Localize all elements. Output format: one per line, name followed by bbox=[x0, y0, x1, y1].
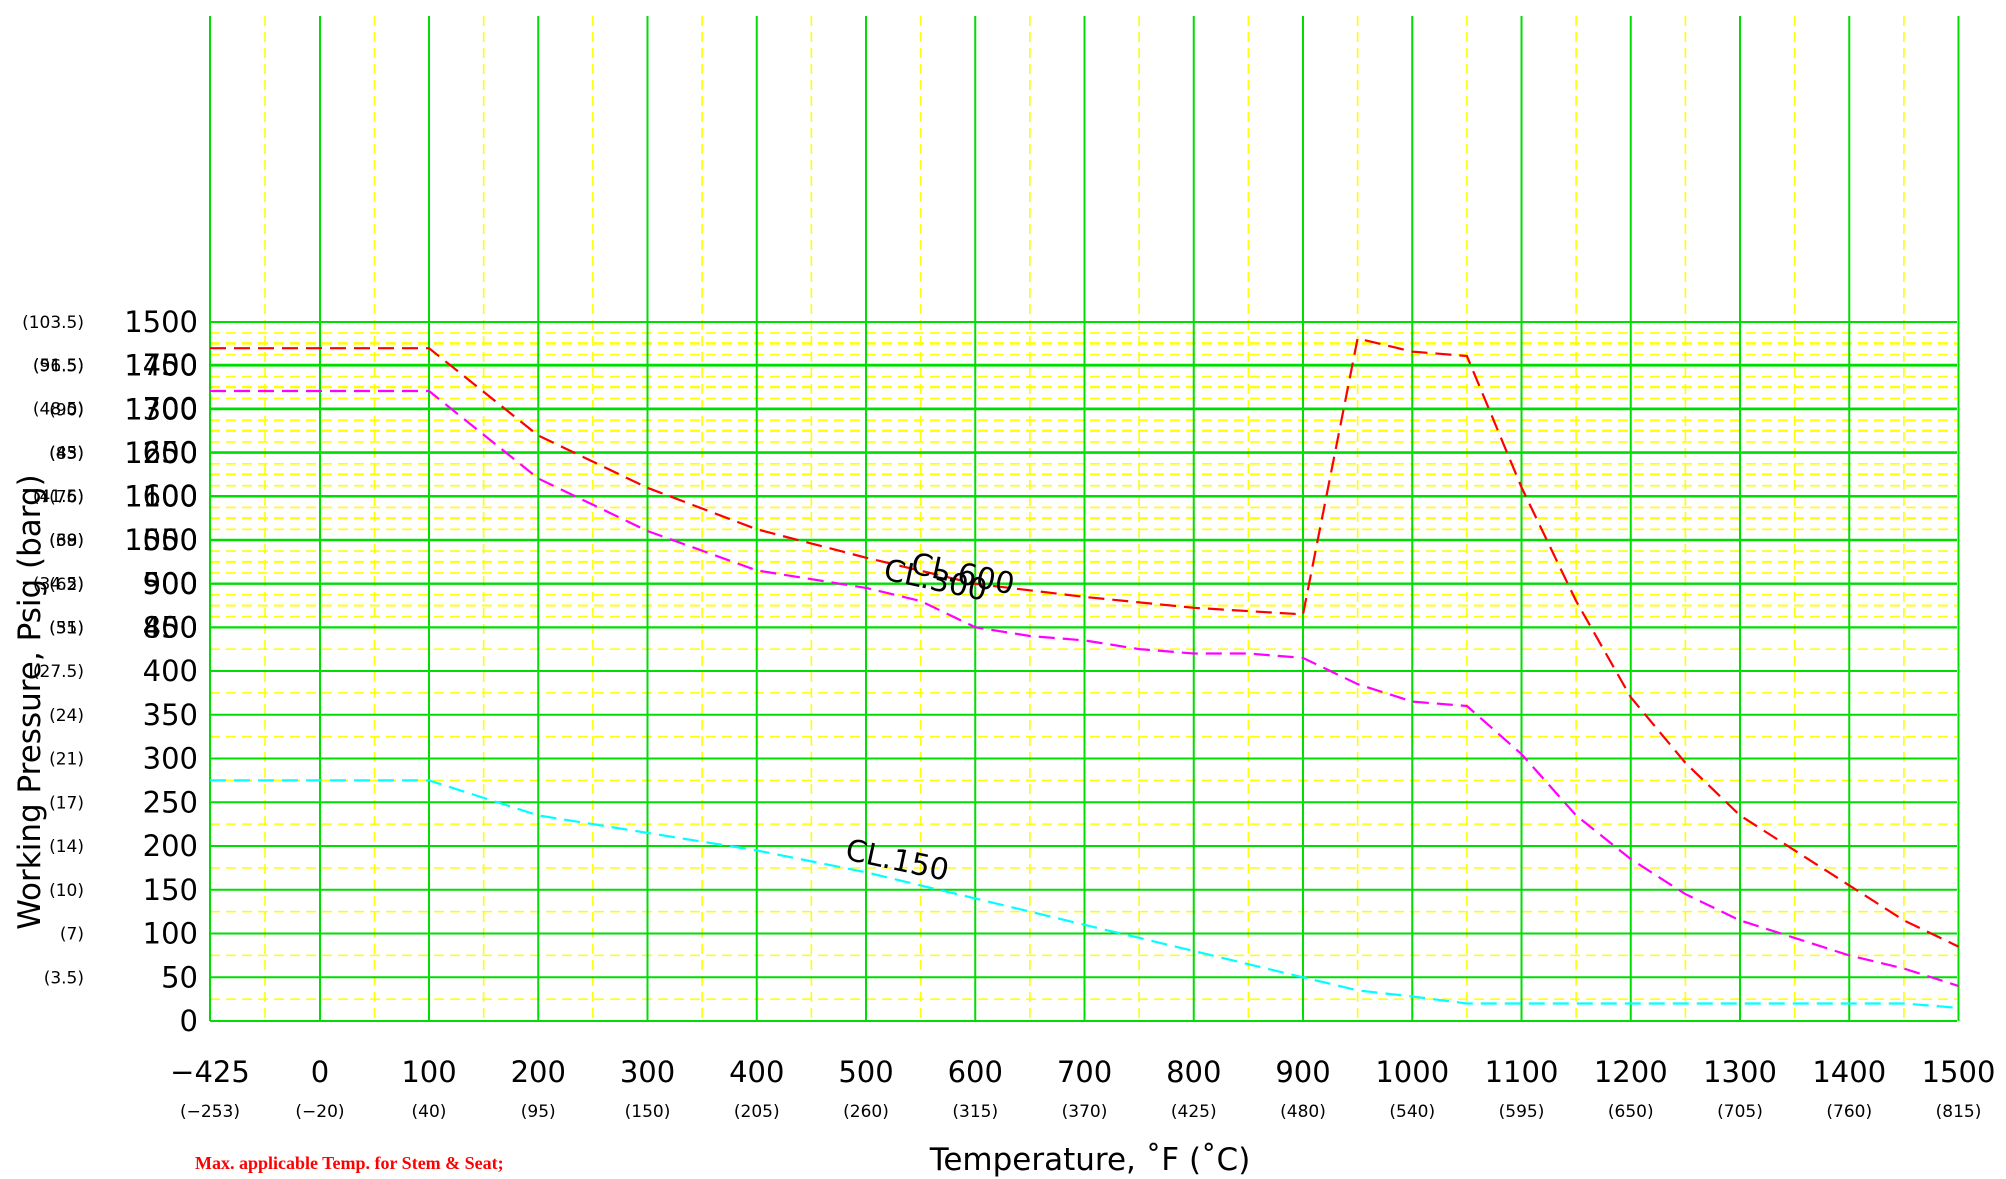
y-tick-label: 50 bbox=[161, 960, 198, 994]
x-tick-label: 1300 bbox=[1703, 1055, 1777, 1089]
x-tick-label: 200 bbox=[511, 1055, 566, 1089]
x-tick-sublabel: (−20) bbox=[295, 1102, 344, 1122]
x-tick-label: 1200 bbox=[1594, 1055, 1668, 1089]
y-tick-sublabel: (55) bbox=[49, 618, 84, 638]
series-lines bbox=[210, 337, 1959, 1009]
cl-150-line bbox=[210, 779, 1959, 1009]
y-tick-label: 1000 bbox=[124, 523, 198, 557]
y-tick-label: 250 bbox=[143, 785, 198, 819]
x-tick-sublabel: (815) bbox=[1936, 1102, 1982, 1122]
x-tick-label: 500 bbox=[838, 1055, 893, 1089]
y-tick-sublabel: (27.5) bbox=[33, 662, 84, 682]
y-tick-sublabel: (51.5) bbox=[33, 356, 84, 376]
x-tick-sublabel: (95) bbox=[521, 1102, 556, 1122]
y-tick-label: 300 bbox=[143, 742, 198, 776]
cl-300-line bbox=[210, 389, 1959, 988]
y-tick-label: 700 bbox=[143, 392, 198, 426]
x-tick-label: 800 bbox=[1166, 1055, 1221, 1089]
y-tick-label: 200 bbox=[143, 829, 198, 863]
y-tick-label: 750 bbox=[143, 348, 198, 382]
x-tick-sublabel: (760) bbox=[1826, 1102, 1872, 1122]
x-axis-title: Temperature, ˚F (˚C) bbox=[929, 1142, 1251, 1178]
y-tick-sublabel: (103.5) bbox=[22, 313, 84, 333]
x-tick-label: 900 bbox=[1275, 1055, 1330, 1089]
y-tick-label: 1400 bbox=[124, 349, 198, 383]
x-tick-sublabel: (650) bbox=[1608, 1102, 1654, 1122]
y-tick-sublabel: (41.5) bbox=[33, 487, 84, 507]
x-tick-label: −425 bbox=[170, 1055, 250, 1089]
x-tick-sublabel: (540) bbox=[1389, 1102, 1435, 1122]
x-tick-sublabel: (40) bbox=[412, 1102, 447, 1122]
y-tick-sublabel: (76) bbox=[49, 488, 84, 508]
cl-600-line bbox=[210, 337, 1959, 948]
x-tick-label: 1400 bbox=[1812, 1055, 1886, 1089]
y-tick-sublabel: (62) bbox=[49, 575, 84, 595]
x-tick-label: 700 bbox=[1057, 1055, 1112, 1089]
x-tick-label: 1100 bbox=[1485, 1055, 1559, 1089]
y-tick-label: 150 bbox=[143, 873, 198, 907]
x-tick-label: 0 bbox=[311, 1055, 329, 1089]
y-tick-label: 1500 bbox=[124, 305, 198, 339]
y-tick-sublabel: (38) bbox=[49, 531, 84, 551]
x-axis-ticks: −425 (−253) 0 (−20) 100 (40) 200 (95) 300 (150) 40… bbox=[170, 1055, 1995, 1122]
y-tick-sublabel: (3.5) bbox=[44, 968, 84, 988]
x-tick-sublabel: (595) bbox=[1499, 1102, 1545, 1122]
y-tick-sublabel: (10) bbox=[49, 881, 84, 901]
x-tick-sublabel: (260) bbox=[843, 1102, 889, 1122]
y-tick-label: 550 bbox=[143, 523, 198, 557]
y-tick-sublabel: (14) bbox=[49, 837, 84, 857]
major-grid bbox=[209, 16, 1960, 1022]
y-tick-sublabel: (83) bbox=[49, 444, 84, 464]
x-tick-sublabel: (205) bbox=[734, 1102, 780, 1122]
y-tick-label: 650 bbox=[143, 435, 198, 469]
x-tick-label: 300 bbox=[620, 1055, 675, 1089]
y-tick-sublabel: (34.5) bbox=[33, 575, 84, 595]
x-tick-sublabel: (−253) bbox=[180, 1102, 240, 1122]
x-tick-label: 400 bbox=[729, 1055, 784, 1089]
y-tick-sublabel: (7) bbox=[60, 925, 84, 945]
y-tick-sublabel: (90) bbox=[49, 400, 84, 420]
y-tick-sublabel: (45) bbox=[49, 443, 84, 463]
x-tick-label: 600 bbox=[948, 1055, 1003, 1089]
y-tick-sublabel: (21) bbox=[49, 750, 84, 770]
y-tick-label: 1300 bbox=[124, 392, 198, 426]
y-tick-sublabel: (48.5) bbox=[33, 400, 84, 420]
y-tick-label: 0 bbox=[180, 1004, 198, 1038]
x-tick-sublabel: (705) bbox=[1717, 1102, 1763, 1122]
y-tick-label: 450 bbox=[143, 610, 198, 644]
y-tick-sublabel: (24) bbox=[49, 706, 84, 726]
y-tick-label: 400 bbox=[143, 654, 198, 688]
y-tick-sublabel: (69) bbox=[49, 531, 84, 551]
y-tick-label: 900 bbox=[143, 567, 198, 601]
x-tick-sublabel: (425) bbox=[1171, 1102, 1217, 1122]
x-tick-label: 1500 bbox=[1922, 1055, 1996, 1089]
y-tick-sublabel: (31) bbox=[49, 618, 84, 638]
x-tick-sublabel: (370) bbox=[1062, 1102, 1108, 1122]
x-tick-sublabel: (315) bbox=[952, 1102, 998, 1122]
y-axis-title: Working Pressure, Psig (barg) bbox=[12, 474, 48, 930]
y-tick-sublabel: (17) bbox=[49, 793, 84, 813]
x-tick-label: 1000 bbox=[1375, 1055, 1449, 1089]
y-tick-label: 600 bbox=[143, 479, 198, 513]
y-tick-label: 800 bbox=[143, 610, 198, 644]
y-tick-label: 350 bbox=[143, 698, 198, 732]
x-tick-sublabel: (150) bbox=[625, 1102, 671, 1122]
y-tick-label: 500 bbox=[143, 567, 198, 601]
y-tick-label: 1100 bbox=[124, 480, 198, 514]
y-tick-label: 1200 bbox=[124, 436, 198, 470]
x-tick-label: 100 bbox=[401, 1055, 456, 1089]
footnote-text: Max. applicable Temp. for Stem & Seat; bbox=[195, 1153, 504, 1173]
y-tick-sublabel: (96.5) bbox=[33, 357, 84, 377]
y-axis-ticks: 0 50 (3.5) 100 (7) 150 (10) 200 (14) 250 (17) 300 (2… bbox=[22, 305, 198, 1038]
x-tick-sublabel: (480) bbox=[1280, 1102, 1326, 1122]
y-tick-label: 100 bbox=[143, 917, 198, 951]
